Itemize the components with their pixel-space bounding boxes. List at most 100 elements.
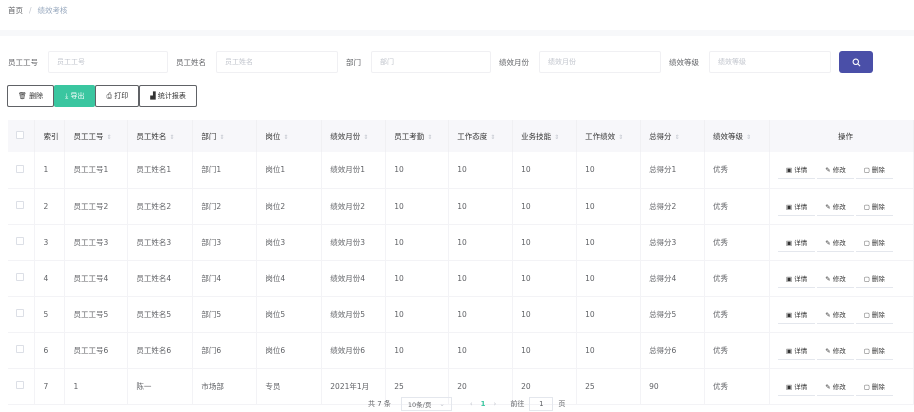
table-cell: 员工工号6 [64, 332, 129, 369]
employee-id-input[interactable]: 员工工号 [48, 51, 168, 73]
sort-icon[interactable]: ⇕ [363, 133, 369, 141]
breadcrumb-home[interactable]: 首页 [8, 6, 23, 15]
column-header[interactable]: 岗位 ⇕ [256, 120, 323, 152]
report-button[interactable]: ▟ 统计报表 [139, 85, 197, 107]
actions-cell: ▣ 详情 ✎ 修改 ▢ 删除 [769, 368, 914, 405]
row-checkbox[interactable] [8, 152, 36, 189]
table-cell: 10 [385, 296, 450, 333]
row-checkbox[interactable] [8, 332, 36, 369]
row-checkbox[interactable] [8, 188, 36, 225]
column-header[interactable]: 绩效月份 ⇕ [321, 120, 387, 152]
row-checkbox[interactable] [8, 224, 36, 261]
table-cell: 10 [448, 188, 514, 225]
select-all-checkbox[interactable] [8, 120, 36, 152]
column-label: 岗位 [265, 131, 281, 141]
print-button[interactable]: ⎙ 打印 [95, 85, 140, 107]
edit-button[interactable]: ✎ 修改 [817, 160, 854, 180]
month-input[interactable]: 绩效月份 [539, 51, 661, 73]
detail-icon: ▣ [785, 382, 795, 391]
page-1[interactable]: 1 [480, 400, 486, 408]
sort-icon[interactable]: ⇕ [490, 133, 496, 141]
table-cell: 10 [512, 224, 578, 261]
delete-button[interactable]: ▢ 删除 [855, 197, 893, 216]
table-cell: 专员 [256, 368, 323, 405]
column-header[interactable]: 员工工号 ⇕ [64, 120, 129, 152]
batch-delete-button[interactable]: 🗑 删除 [7, 85, 55, 107]
detail-button[interactable]: ▣ 详情 [777, 377, 816, 396]
sort-icon[interactable]: ⇕ [427, 133, 433, 141]
detail-button[interactable]: ▣ 详情 [777, 269, 816, 288]
row-checkbox[interactable] [8, 296, 36, 333]
download-icon: ⤓ [65, 91, 71, 100]
trash-icon: ▢ [863, 238, 872, 247]
next-page-button[interactable]: › [493, 400, 497, 408]
export-button[interactable]: ⤓ 导出 [54, 85, 96, 107]
table-cell: 10 [385, 152, 450, 189]
column-label: 操作 [837, 131, 853, 141]
table-cell: 10 [576, 332, 642, 369]
delete-button[interactable]: ▢ 删除 [855, 341, 893, 360]
actions-cell: ▣ 详情 ✎ 修改 ▢ 删除 [769, 332, 914, 369]
sort-icon[interactable]: ⇕ [106, 133, 112, 141]
edit-button[interactable]: ✎ 修改 [817, 269, 854, 288]
table-cell: 20 [448, 368, 514, 405]
search-button[interactable] [839, 51, 873, 73]
edit-button[interactable]: ✎ 修改 [817, 341, 854, 360]
goto-page-input[interactable]: 1 [529, 397, 554, 411]
detail-button[interactable]: ▣ 详情 [777, 305, 816, 324]
row-checkbox[interactable] [8, 368, 36, 405]
detail-icon: ▣ [785, 166, 795, 175]
delete-button[interactable]: ▢ 删除 [855, 160, 893, 180]
column-header[interactable]: 业务技能 ⇕ [512, 120, 578, 152]
sort-icon[interactable]: ⇕ [219, 133, 225, 141]
column-header[interactable]: 部门 ⇕ [192, 120, 258, 152]
delete-button[interactable]: ▢ 删除 [855, 269, 893, 288]
trash-icon: ▢ [863, 346, 872, 355]
page-size-value: 10条/页 [407, 401, 432, 409]
table-cell: 总得分5 [640, 296, 706, 333]
employee-name-input[interactable]: 员工姓名 [216, 51, 338, 73]
column-label: 业务技能 [521, 131, 552, 141]
edit-button[interactable]: ✎ 修改 [817, 377, 854, 396]
table-cell: 总得分6 [640, 332, 706, 369]
detail-button[interactable]: ▣ 详情 [777, 233, 816, 252]
table-cell: 岗位4 [256, 260, 323, 297]
detail-button[interactable]: ▣ 详情 [777, 160, 816, 180]
edit-button[interactable]: ✎ 修改 [817, 233, 854, 252]
column-header[interactable]: 员工考勤 ⇕ [385, 120, 450, 152]
trash-icon: ▢ [863, 274, 872, 283]
row-checkbox[interactable] [8, 260, 36, 297]
sort-icon[interactable]: ⇕ [618, 133, 624, 141]
detail-button[interactable]: ▣ 详情 [777, 341, 816, 360]
table-cell: 10 [576, 224, 642, 261]
delete-button[interactable]: ▢ 删除 [855, 377, 893, 396]
page-size-select[interactable]: 10条/页 ⌄ [400, 397, 452, 411]
prev-page-button[interactable]: ‹ [469, 400, 473, 408]
column-label: 绩效月份 [330, 131, 361, 141]
detail-button[interactable]: ▣ 详情 [777, 197, 816, 216]
goto-suffix: 页 [558, 400, 566, 408]
column-header[interactable]: 工作绩效 ⇕ [576, 120, 642, 152]
sort-icon[interactable]: ⇕ [169, 133, 175, 141]
delete-button[interactable]: ▢ 删除 [855, 305, 893, 324]
report-label: 统计报表 [157, 92, 186, 100]
edit-label: 修改 [832, 382, 846, 391]
pagination: 共 7 条 10条/页 ⌄ ‹ 1 › 前往 1 页 [368, 397, 565, 411]
department-input[interactable]: 部门 [371, 51, 491, 73]
detail-label: 详情 [794, 274, 808, 283]
edit-button[interactable]: ✎ 修改 [817, 305, 854, 324]
grade-input[interactable]: 绩效等级 [709, 51, 831, 73]
column-header[interactable]: 工作态度 ⇕ [448, 120, 514, 152]
sort-icon[interactable]: ⇕ [554, 133, 560, 141]
column-header[interactable]: 总得分 ⇕ [640, 120, 706, 152]
table-cell: 2 [34, 188, 66, 225]
table-cell: 10 [448, 152, 514, 189]
delete-button[interactable]: ▢ 删除 [855, 233, 893, 252]
trash-icon: 🗑 [18, 92, 30, 100]
sort-icon[interactable]: ⇕ [746, 133, 752, 141]
edit-button[interactable]: ✎ 修改 [817, 197, 854, 216]
sort-icon[interactable]: ⇕ [283, 133, 289, 141]
column-header[interactable]: 绩效等级 ⇕ [704, 120, 770, 152]
sort-icon[interactable]: ⇕ [674, 133, 680, 141]
column-header[interactable]: 员工姓名 ⇕ [127, 120, 194, 152]
